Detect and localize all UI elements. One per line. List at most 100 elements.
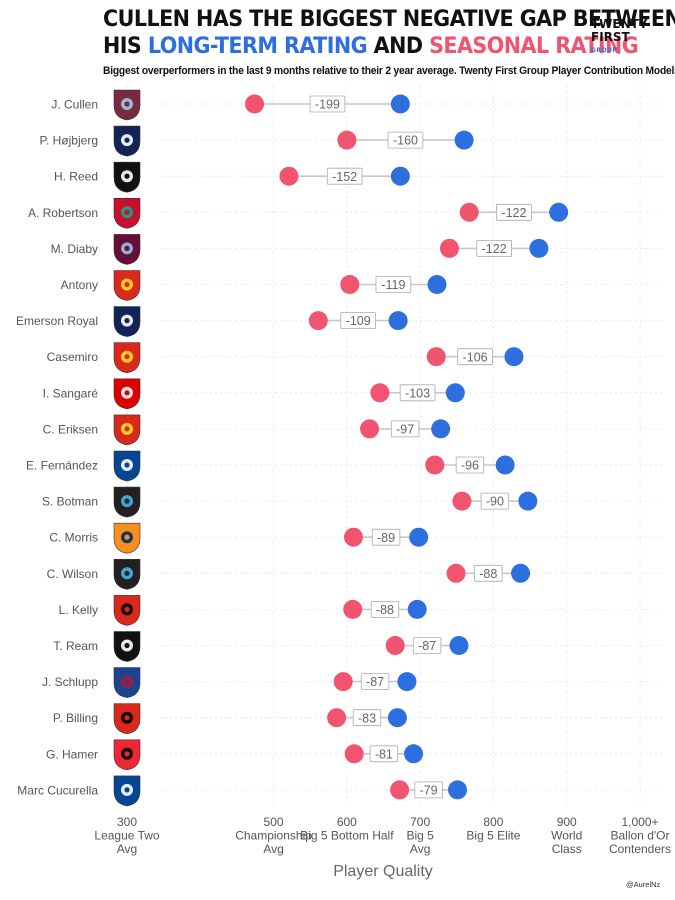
- player-name: Antony: [61, 278, 98, 292]
- club-crest-center: [124, 245, 130, 251]
- club-crest-center: [124, 281, 130, 288]
- club-crest-center: [124, 426, 130, 432]
- player-name: P. Billing: [53, 711, 98, 725]
- gap-label-box: [457, 348, 493, 366]
- gap-label-box: [387, 131, 424, 149]
- brand-line-3: GROUP_: [591, 47, 621, 54]
- gap-label-box: [375, 276, 412, 293]
- gap-label: -199: [315, 98, 340, 112]
- player-row: E. Fernández -96: [26, 450, 515, 482]
- long-term-rating-dot: [387, 708, 407, 728]
- long-term-rating-dot: [409, 527, 429, 547]
- gap-label-box: [369, 745, 399, 763]
- gap-label-box: [360, 673, 390, 690]
- x-tick-label-line: 500: [264, 815, 284, 829]
- x-tick-label: 300 League Two Avg: [94, 815, 159, 856]
- gap-label: -81: [375, 747, 393, 761]
- player-name: Emerson Royal: [16, 314, 98, 328]
- player-row: P. Billing -83: [53, 703, 407, 735]
- gap-label: -103: [405, 386, 430, 400]
- seasonal-rating-dot: [452, 491, 472, 511]
- gap-label: -79: [420, 784, 438, 798]
- x-tick-label-line: Contenders: [609, 842, 671, 856]
- player-name: Marc Cucurella: [17, 783, 98, 797]
- gap-label: -152: [332, 170, 357, 184]
- club-crest-center: [124, 715, 130, 721]
- player-row: C. Morris -89: [49, 522, 429, 554]
- seasonal-rating-dot: [360, 419, 380, 439]
- gap-label: -87: [366, 675, 384, 689]
- player-name: P. Højbjerg: [40, 134, 98, 148]
- player-row: Casemiro -106: [47, 342, 524, 374]
- seasonal-rating-dot: [344, 744, 364, 764]
- x-tick-label: 500 Championship Avg: [235, 815, 312, 856]
- x-tick-label: 1,000+ Ballon d'Or Contenders: [609, 815, 671, 856]
- gap-label: -122: [482, 242, 507, 256]
- player-name: C. Eriksen: [43, 422, 98, 436]
- player-name: H. Reed: [54, 170, 98, 184]
- seasonal-rating-dot: [343, 599, 363, 619]
- seasonal-rating-dot: [343, 527, 363, 547]
- club-crest-center: [124, 751, 130, 757]
- gap-label-box: [414, 781, 443, 799]
- club-crest-center: [124, 570, 130, 576]
- long-term-rating-dot: [529, 238, 549, 258]
- club-crest-center: [124, 787, 130, 793]
- brand-logo: TWENTY FIRST GROUP_: [591, 18, 648, 57]
- player-row: Emerson Royal -109: [16, 306, 408, 337]
- long-term-rating-dot: [404, 744, 424, 764]
- player-name: I. Sangaré: [43, 386, 99, 400]
- player-row: G. Hamer -81: [46, 739, 424, 771]
- seasonal-rating-dot: [425, 455, 445, 475]
- long-term-rating-dot: [454, 130, 474, 150]
- x-tick-label-line: Avg: [410, 842, 430, 856]
- x-tick-label: 800 Big 5 Elite: [466, 815, 520, 843]
- club-crest-center: [124, 498, 130, 504]
- long-term-rating-dot: [511, 563, 531, 583]
- player-row: P. Højbjerg -160: [40, 125, 474, 157]
- player-name: S. Botman: [42, 495, 98, 509]
- x-tick-label-line: Big 5 Bottom Half: [300, 829, 394, 843]
- seasonal-rating-dot: [390, 780, 410, 800]
- x-axis-label: Player Quality: [333, 863, 433, 880]
- gap-label: -97: [396, 423, 414, 437]
- long-term-rating-dot: [449, 636, 469, 655]
- seasonal-rating-dot: [279, 166, 299, 186]
- club-crest-center: [124, 462, 130, 468]
- gap-label-box: [412, 637, 442, 654]
- x-tick-label-line: 600: [337, 815, 357, 829]
- club-crest-center: [124, 606, 130, 613]
- long-term-rating-dot: [388, 311, 408, 331]
- player-row: J. Schlupp -87: [42, 667, 417, 698]
- player-row: S. Botman -90: [42, 486, 538, 518]
- x-tick-label-line: 900: [557, 815, 577, 829]
- gap-label: -109: [346, 314, 371, 328]
- long-term-rating-dot: [445, 383, 465, 403]
- player-row: I. Sangaré -103: [43, 378, 465, 410]
- x-tick-label-line: 700: [410, 815, 430, 829]
- seasonal-rating-dot: [333, 672, 353, 692]
- gap-label-box: [399, 384, 436, 402]
- x-tick-label: 600 Big 5 Bottom Half: [300, 815, 394, 843]
- player-name: T. Ream: [53, 639, 98, 653]
- player-name: C. Wilson: [47, 567, 98, 581]
- player-name: A. Robertson: [28, 206, 98, 220]
- seasonal-rating-dot: [385, 636, 405, 655]
- seasonal-rating-dot: [327, 708, 347, 728]
- x-tick-label-line: World: [551, 829, 582, 843]
- player-row: C. Eriksen -97: [43, 414, 451, 446]
- seasonal-rating-dot: [245, 94, 265, 114]
- gap-label: -88: [376, 603, 394, 617]
- gap-label-box: [496, 203, 532, 221]
- gap-label-box: [455, 456, 485, 474]
- seasonal-rating-dot: [446, 563, 466, 583]
- gap-label: -106: [463, 350, 488, 364]
- gap-label-box: [474, 564, 503, 582]
- club-crest-center: [124, 318, 130, 324]
- gap-label: -119: [381, 278, 405, 292]
- gap-label: -88: [479, 567, 497, 581]
- title-mid: AND: [367, 34, 430, 59]
- long-term-rating-dot: [448, 780, 468, 800]
- title-prefix: HIS: [103, 34, 148, 59]
- long-term-rating-dot: [427, 275, 447, 294]
